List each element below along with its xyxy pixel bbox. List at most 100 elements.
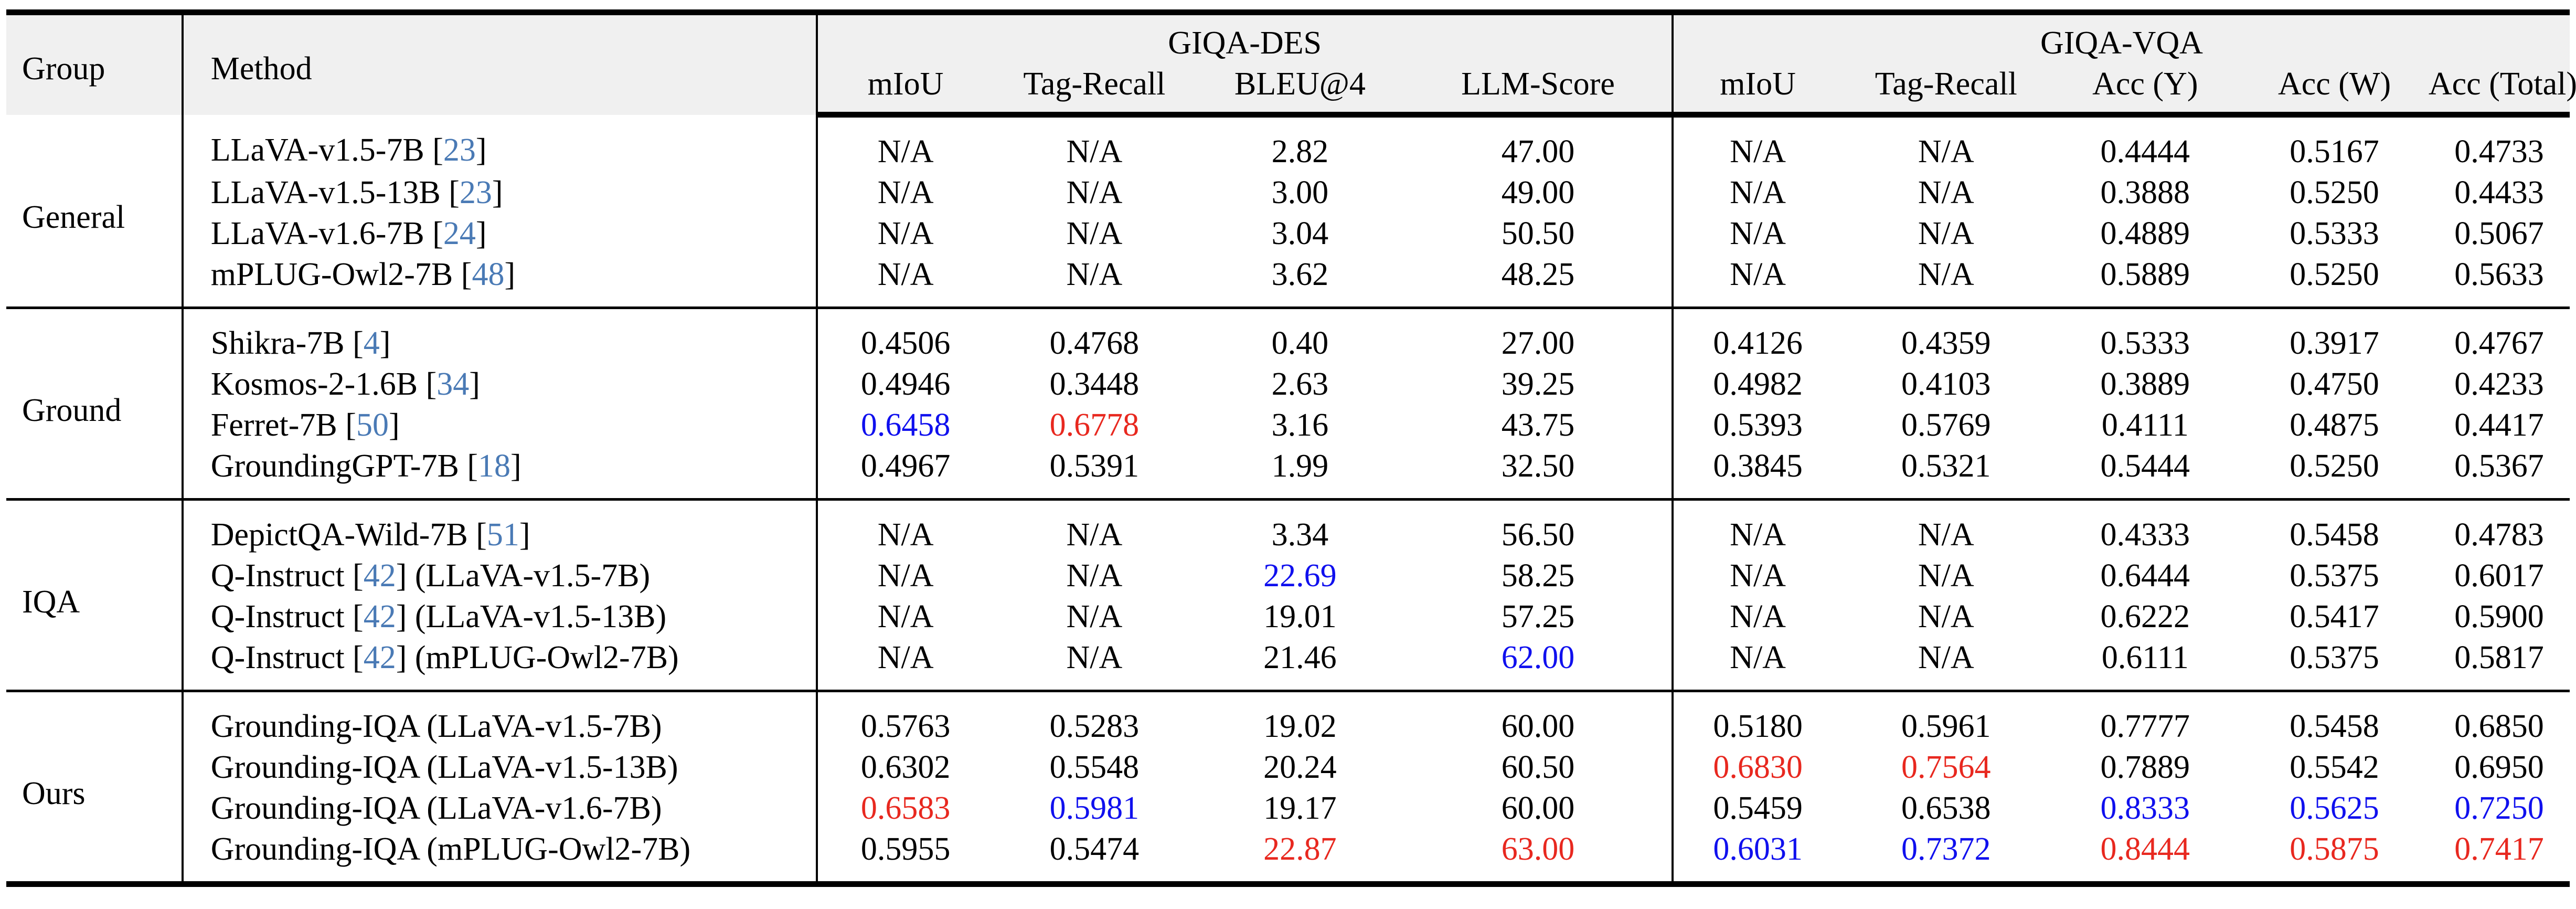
method-name: Grounding-IQA (LLaVA-v1.6-7B) — [182, 788, 818, 829]
method-label: LLaVA-v1.5-7B — [210, 132, 424, 168]
method-label: Q-Instruct — [210, 640, 345, 675]
citation-bracket: [ — [424, 216, 443, 251]
vqa-value-cell: 0.5321 — [1842, 446, 2050, 501]
citation-link[interactable]: 51 — [486, 517, 519, 553]
citation-link[interactable]: 50 — [356, 407, 389, 443]
des-value-cell: N/A — [877, 216, 934, 251]
table-row: Q-Instruct [42] (mPLUG-Owl2-7B) N/A N/A 21.… — [6, 637, 2570, 692]
des-value-cell: 22.87 — [1263, 831, 1337, 867]
vqa-value-cell: 0.6444 — [2100, 558, 2190, 594]
method-label: Q-Instruct — [210, 558, 345, 594]
table-row: Ground Shikra-7B [4] 0.4506 0.4768 0.40 27.00… — [6, 308, 2570, 501]
method-label: mPLUG-Owl2-7B — [210, 257, 453, 292]
citation-bracket: ] — [396, 599, 407, 635]
method-variant: (LLaVA-v1.5-7B) — [407, 558, 651, 594]
vqa-value-cell: N/A — [1672, 637, 1843, 692]
vqa-value-cell: 0.4417 — [2454, 407, 2544, 443]
table-row: Q-Instruct [42] (LLaVA-v1.5-13B) N/A N/A 19… — [6, 596, 2570, 637]
des-value-cell: N/A — [1066, 558, 1123, 594]
des-value-cell: N/A — [817, 637, 993, 692]
vqa-value-cell: 0.4783 — [2454, 517, 2544, 553]
group-label: Ground — [6, 308, 184, 501]
des-value-cell: 21.46 — [1195, 637, 1405, 692]
des-value-cell: 50.50 — [1404, 213, 1674, 254]
citation-bracket: [ — [459, 448, 478, 484]
citation-bracket: [ — [453, 257, 472, 292]
citation-bracket: ] — [475, 216, 487, 251]
citation-bracket: [ — [344, 325, 364, 361]
method-label: Grounding-IQA (mPLUG-Owl2-7B) — [210, 831, 691, 867]
vqa-value-cell: 0.5250 — [2290, 175, 2379, 210]
method-name: Q-Instruct [42] (LLaVA-v1.5-7B) — [182, 555, 818, 596]
citation-link[interactable]: 24 — [443, 216, 476, 251]
method-variant: (LLaVA-v1.5-13B) — [407, 599, 667, 635]
citation-bracket: [ — [440, 175, 460, 210]
vqa-value-cell: 0.3917 — [2290, 325, 2379, 361]
des-value-cell: 63.00 — [1404, 829, 1674, 884]
method-name: LLaVA-v1.6-7B [24] — [182, 213, 818, 254]
vqa-value-cell: 0.5333 — [2100, 325, 2190, 361]
des-value-cell: 60.00 — [1404, 691, 1674, 747]
des-value-cell: 0.5548 — [1049, 749, 1140, 785]
vqa-value-cell: 0.4889 — [2100, 216, 2190, 251]
des-value-cell: 0.5283 — [1049, 709, 1140, 744]
des-value-cell: 0.6583 — [860, 790, 951, 826]
table-row: Grounding-IQA (LLaVA-v1.5-13B) 0.6302 0.55… — [6, 747, 2570, 788]
citation-bracket: [ — [344, 558, 364, 594]
vqa-value-cell: 0.5180 — [1713, 709, 1803, 744]
method-name: LLaVA-v1.5-13B [23] — [182, 172, 818, 213]
citation-link[interactable]: 42 — [363, 599, 396, 635]
des-value-cell: 0.5763 — [860, 709, 951, 744]
vqa-value-cell: 0.6830 — [1713, 749, 1803, 785]
citation-link[interactable]: 48 — [472, 257, 505, 292]
vqa-value-cell: 0.3845 — [1672, 446, 1843, 501]
vqa-value-cell: 0.5375 — [2290, 558, 2379, 594]
method-label: Grounding-IQA (LLaVA-v1.5-7B) — [210, 709, 662, 744]
vqa-value-cell: 0.5333 — [2290, 216, 2379, 251]
vqa-value-cell: 0.4359 — [1901, 325, 1991, 361]
des-value-cell: 0.4967 — [817, 446, 993, 501]
citation-link[interactable]: 34 — [437, 366, 470, 402]
method-label: Shikra-7B — [210, 325, 345, 361]
vqa-metric-header: Acc (Total) — [2428, 64, 2576, 118]
citation-link[interactable]: 23 — [459, 175, 492, 210]
method-name: mPLUG-Owl2-7B [48] — [182, 254, 818, 309]
citation-link[interactable]: 23 — [443, 132, 476, 168]
vqa-value-cell: 0.8333 — [2100, 790, 2190, 826]
vqa-value-cell: 0.5625 — [2290, 790, 2379, 826]
vqa-value-cell: N/A — [1918, 134, 1974, 170]
des-value-cell: 0.6778 — [1049, 407, 1140, 443]
vqa-value-cell: 0.5367 — [2428, 446, 2570, 501]
vqa-value-cell: N/A — [1918, 599, 1974, 635]
des-value-cell: 2.63 — [1271, 366, 1329, 402]
citation-bracket: [ — [344, 599, 364, 635]
vqa-metric-header: Acc (Y) — [2050, 64, 2241, 118]
citation-link[interactable]: 4 — [363, 325, 380, 361]
citation-link[interactable]: 18 — [477, 448, 510, 484]
des-value-cell: 0.3448 — [1049, 366, 1140, 402]
citation-link[interactable]: 42 — [363, 640, 396, 675]
group-label: Ours — [6, 691, 184, 887]
vqa-value-cell: N/A — [1842, 637, 2050, 692]
des-value-cell: N/A — [817, 254, 993, 309]
vqa-value-cell: 0.5167 — [2290, 134, 2379, 170]
giqa-des-header: GIQA-DES — [817, 12, 1674, 64]
table-row: Grounding-IQA (LLaVA-v1.6-7B) 0.6583 0.598… — [6, 788, 2570, 829]
method-label: LLaVA-v1.5-13B — [210, 175, 441, 210]
vqa-value-cell: 0.7564 — [1901, 749, 1991, 785]
citation-bracket: ] — [396, 640, 407, 675]
citation-bracket: [ — [418, 366, 437, 402]
vqa-value-cell: 0.4233 — [2454, 366, 2544, 402]
des-value-cell: N/A — [993, 637, 1196, 692]
des-value-cell: 56.50 — [1404, 499, 1674, 555]
vqa-value-cell: 0.4982 — [1713, 366, 1803, 402]
vqa-value-cell: 0.7372 — [1901, 831, 1991, 867]
header-row-2: mIoU Tag-Recall BLEU@4 LLM-Score mIoU Tag-Rec… — [6, 64, 2576, 118]
vqa-value-cell: N/A — [1918, 175, 1974, 210]
method-variant: (mPLUG-Owl2-7B) — [407, 640, 679, 675]
method-column-header: Method — [182, 12, 818, 115]
des-value-cell: 0.5391 — [993, 446, 1196, 501]
vqa-value-cell: N/A — [1672, 254, 1843, 309]
citation-link[interactable]: 42 — [363, 558, 396, 594]
group-label: General — [6, 114, 184, 309]
